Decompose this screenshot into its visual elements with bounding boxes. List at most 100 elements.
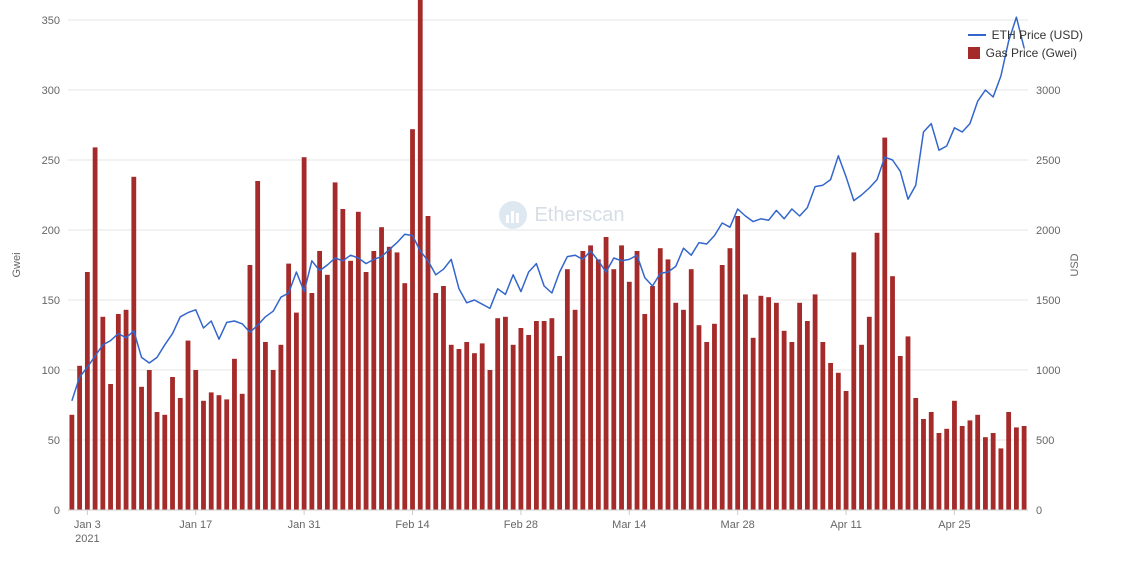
gas-price-bar [681,310,686,510]
gas-price-bar [77,366,82,510]
gas-price-bar [968,420,973,510]
gas-price-bar [108,384,113,510]
gas-price-bar [944,429,949,510]
gas-price-bar [147,370,152,510]
gas-price-bar [782,331,787,510]
gas-price-bar [549,318,554,510]
y-left-tick-label: 50 [48,435,60,447]
gas-price-bar [851,252,856,510]
gas-price-bar [789,342,794,510]
gas-price-bar [712,324,717,510]
gas-price-bar [983,437,988,510]
y-right-tick-label: 2000 [1036,225,1060,237]
gas-price-bar [875,233,880,510]
gas-price-bar [340,209,345,510]
gas-price-bar [844,391,849,510]
x-tick-label: Feb 28 [504,519,538,531]
gas-price-bar [294,313,299,510]
gas-price-bar [937,433,942,510]
gas-price-bar [797,303,802,510]
gas-price-bar [449,345,454,510]
gas-price-bar [85,272,90,510]
gas-price-bar [116,314,121,510]
gas-price-bar [371,251,376,510]
legend: ETH Price (USD) Gas Price (Gwei) [968,28,1083,64]
gas-price-bar [828,363,833,510]
gas-price-bar [836,373,841,510]
gas-price-bar [588,245,593,510]
gas-price-bar [464,342,469,510]
x-tick-label: Apr 11 [830,519,862,531]
gas-price-bar [186,341,191,510]
x-tick-label: Jan 17 [179,519,212,531]
gas-price-bar [673,303,678,510]
gas-price-bar [627,282,632,510]
gas-price-bar [573,310,578,510]
gas-price-bar [309,293,314,510]
y-left-axis-label: Gwei [11,252,23,277]
gas-price-bar [395,252,400,510]
gas-price-bar [69,415,74,510]
legend-box-swatch [968,47,980,59]
gas-price-bar [820,342,825,510]
x-tick-label: Jan 3 [74,519,101,531]
x-tick-label: Mar 28 [721,519,755,531]
gas-price-bar [1014,427,1019,510]
gas-price-bar [921,419,926,510]
y-right-tick-label: 1500 [1036,295,1060,307]
y-left-tick-label: 250 [42,155,60,167]
x-tick-label: Feb 14 [395,519,429,531]
gas-price-bar [1006,412,1011,510]
y-left-tick-label: 300 [42,85,60,97]
gas-price-bar [557,356,562,510]
gas-price-bar [642,314,647,510]
gas-price-bar [882,138,887,510]
gas-price-bar [766,297,771,510]
gas-price-bar [402,283,407,510]
gas-price-bar [906,336,911,510]
gas-price-bar [952,401,957,510]
gas-price-bar [131,177,136,510]
gas-price-bar [139,387,144,510]
gas-price-bar [302,157,307,510]
gas-price-bar [704,342,709,510]
x-tick-label: Jan 31 [288,519,321,531]
y-right-tick-label: 500 [1036,435,1054,447]
x-tick-label: Apr 25 [938,519,970,531]
gas-price-bar [209,392,214,510]
y-left-tick-label: 0 [54,505,60,517]
gas-price-bar [503,317,508,510]
gas-price-bar [867,317,872,510]
gas-price-bar [743,294,748,510]
legend-item-eth-price: ETH Price (USD) [968,28,1083,42]
gas-price-bar [457,349,462,510]
gas-price-bar [720,265,725,510]
gas-price-bar [999,448,1004,510]
gas-price-bar [224,399,229,510]
gas-price-bar [759,296,764,510]
y-left-tick-label: 150 [42,295,60,307]
chart-container: 0501001502002503003500500100015002000250… [0,0,1123,566]
gas-price-bar [580,251,585,510]
chart-svg: 0501001502002503003500500100015002000250… [0,0,1123,566]
gas-price-bar [379,227,384,510]
gas-price-bar [201,401,206,510]
gas-price-bar [170,377,175,510]
gas-price-bar [611,269,616,510]
y-left-tick-label: 350 [42,15,60,27]
gas-price-bar [193,370,198,510]
legend-line-swatch [968,34,986,36]
gas-price-bar [774,303,779,510]
legend-label: Gas Price (Gwei) [986,46,1077,60]
gas-price-bar [286,264,291,510]
gas-price-bar [387,247,392,510]
x-year-label: 2021 [75,533,99,545]
gas-price-bar [472,353,477,510]
gas-price-bar [418,0,423,510]
gas-price-bar [441,286,446,510]
gas-price-bar [263,342,268,510]
gas-price-bar [898,356,903,510]
gas-price-bar [232,359,237,510]
x-tick-label: Mar 14 [612,519,646,531]
gas-price-bar [619,245,624,510]
